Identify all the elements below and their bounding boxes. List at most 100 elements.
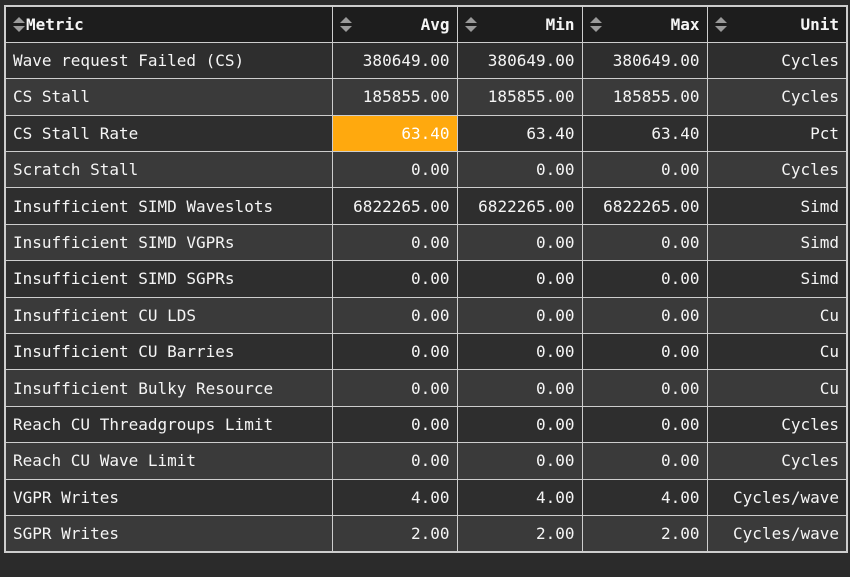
avg-value-cell: 0.00 <box>331 151 458 189</box>
avg-value-cell: 0.00 <box>331 333 458 371</box>
table-row[interactable]: Reach CU Threadgroups Limit 0.00 0.00 0.… <box>4 405 848 444</box>
column-label: Max <box>670 14 700 34</box>
table-row[interactable]: Insufficient Bulky Resource 0.00 0.00 0.… <box>4 369 848 407</box>
sort-icon[interactable] <box>339 16 352 32</box>
sort-icon[interactable] <box>589 16 602 32</box>
sort-icon[interactable] <box>464 16 477 32</box>
metric-cell: Insufficient Bulky Resource <box>4 369 333 407</box>
table-row[interactable]: Insufficient CU Barries 0.00 0.00 0.00 C… <box>4 333 848 371</box>
table-row[interactable]: VGPR Writes 4.00 4.00 4.00 Cycles/wave <box>4 478 848 516</box>
metric-cell: Wave request Failed (CS) <box>4 41 333 80</box>
max-value-cell: 0.00 <box>581 442 708 480</box>
min-value-cell: 185855.00 <box>456 78 583 116</box>
table-header: Metric Avg Min Max <box>4 5 848 43</box>
table-row[interactable]: Insufficient CU LDS 0.00 0.00 0.00 Cu <box>4 296 848 335</box>
min-value-cell: 0.00 <box>456 223 583 262</box>
unit-cell: Simd <box>706 260 848 298</box>
avg-value-cell: 6822265.00 <box>331 187 458 225</box>
min-value-cell: 0.00 <box>456 260 583 298</box>
avg-value-cell: 0.00 <box>331 260 458 298</box>
metric-cell: CS Stall Rate <box>4 114 333 153</box>
max-value-cell: 0.00 <box>581 296 708 335</box>
min-value-cell: 0.00 <box>456 333 583 371</box>
min-value-cell: 0.00 <box>456 296 583 335</box>
metric-cell: Reach CU Threadgroups Limit <box>4 405 333 444</box>
unit-cell: Cu <box>706 333 848 371</box>
max-value-cell: 6822265.00 <box>581 187 708 225</box>
min-value-cell: 0.00 <box>456 151 583 189</box>
avg-value-cell: 0.00 <box>331 296 458 335</box>
column-header-metric[interactable]: Metric <box>4 5 333 43</box>
table-row[interactable]: Scratch Stall 0.00 0.00 0.00 Cycles <box>4 151 848 189</box>
min-value-cell: 6822265.00 <box>456 187 583 225</box>
unit-cell: Cu <box>706 369 848 407</box>
column-header-min[interactable]: Min <box>456 5 583 43</box>
unit-cell: Cycles <box>706 151 848 189</box>
avg-value-cell: 63.40 <box>331 114 458 153</box>
max-value-cell: 0.00 <box>581 405 708 444</box>
max-value-cell: 380649.00 <box>581 41 708 80</box>
table-row[interactable]: Wave request Failed (CS) 380649.00 38064… <box>4 41 848 80</box>
min-value-cell: 0.00 <box>456 369 583 407</box>
avg-value-cell: 0.00 <box>331 405 458 444</box>
column-label: Metric <box>26 14 84 34</box>
table-row[interactable]: Insufficient SIMD SGPRs 0.00 0.00 0.00 S… <box>4 260 848 298</box>
min-value-cell: 0.00 <box>456 442 583 480</box>
avg-value-cell: 185855.00 <box>331 78 458 116</box>
metric-cell: Insufficient CU Barries <box>4 333 333 371</box>
metric-cell: Insufficient SIMD SGPRs <box>4 260 333 298</box>
metric-cell: Insufficient SIMD Waveslots <box>4 187 333 225</box>
column-header-unit[interactable]: Unit <box>706 5 848 43</box>
max-value-cell: 185855.00 <box>581 78 708 116</box>
min-value-cell: 63.40 <box>456 114 583 153</box>
column-label: Min <box>545 14 575 34</box>
min-value-cell: 2.00 <box>456 514 583 553</box>
min-value-cell: 4.00 <box>456 478 583 516</box>
max-value-cell: 0.00 <box>581 333 708 371</box>
unit-cell: Cycles <box>706 41 848 80</box>
avg-value-cell: 2.00 <box>331 514 458 553</box>
avg-value-cell: 4.00 <box>331 478 458 516</box>
table-body: Wave request Failed (CS) 380649.00 38064… <box>4 41 848 553</box>
table-row[interactable]: Insufficient SIMD Waveslots 6822265.00 6… <box>4 187 848 225</box>
unit-cell: Cycles/wave <box>706 478 848 516</box>
avg-value-cell: 0.00 <box>331 223 458 262</box>
column-header-avg[interactable]: Avg <box>331 5 458 43</box>
max-value-cell: 2.00 <box>581 514 708 553</box>
avg-value-cell: 0.00 <box>331 369 458 407</box>
table-row[interactable]: SGPR Writes 2.00 2.00 2.00 Cycles/wave <box>4 514 848 553</box>
header-row: Metric Avg Min Max <box>4 5 848 43</box>
max-value-cell: 0.00 <box>581 369 708 407</box>
column-label: Avg <box>420 14 450 34</box>
table-row[interactable]: CS Stall Rate 63.40 63.40 63.40 Pct <box>4 114 848 153</box>
avg-value-cell: 380649.00 <box>331 41 458 80</box>
metric-cell: Insufficient SIMD VGPRs <box>4 223 333 262</box>
metric-cell: CS Stall <box>4 78 333 116</box>
unit-cell: Pct <box>706 114 848 153</box>
metrics-table: Metric Avg Min Max <box>4 5 848 553</box>
metric-cell: VGPR Writes <box>4 478 333 516</box>
unit-cell: Cycles <box>706 405 848 444</box>
metric-cell: Scratch Stall <box>4 151 333 189</box>
max-value-cell: 63.40 <box>581 114 708 153</box>
unit-cell: Cycles/wave <box>706 514 848 553</box>
min-value-cell: 0.00 <box>456 405 583 444</box>
unit-cell: Cu <box>706 296 848 335</box>
max-value-cell: 4.00 <box>581 478 708 516</box>
table-row[interactable]: Reach CU Wave Limit 0.00 0.00 0.00 Cycle… <box>4 442 848 480</box>
unit-cell: Simd <box>706 223 848 262</box>
sort-icon[interactable] <box>13 16 25 32</box>
unit-cell: Cycles <box>706 78 848 116</box>
metric-cell: SGPR Writes <box>4 514 333 553</box>
avg-value-cell: 0.00 <box>331 442 458 480</box>
column-header-max[interactable]: Max <box>581 5 708 43</box>
table-row[interactable]: CS Stall 185855.00 185855.00 185855.00 C… <box>4 78 848 116</box>
metric-cell: Insufficient CU LDS <box>4 296 333 335</box>
column-label: Unit <box>800 14 839 34</box>
table-row[interactable]: Insufficient SIMD VGPRs 0.00 0.00 0.00 S… <box>4 223 848 262</box>
sort-icon[interactable] <box>714 16 727 32</box>
unit-cell: Simd <box>706 187 848 225</box>
max-value-cell: 0.00 <box>581 151 708 189</box>
max-value-cell: 0.00 <box>581 223 708 262</box>
unit-cell: Cycles <box>706 442 848 480</box>
